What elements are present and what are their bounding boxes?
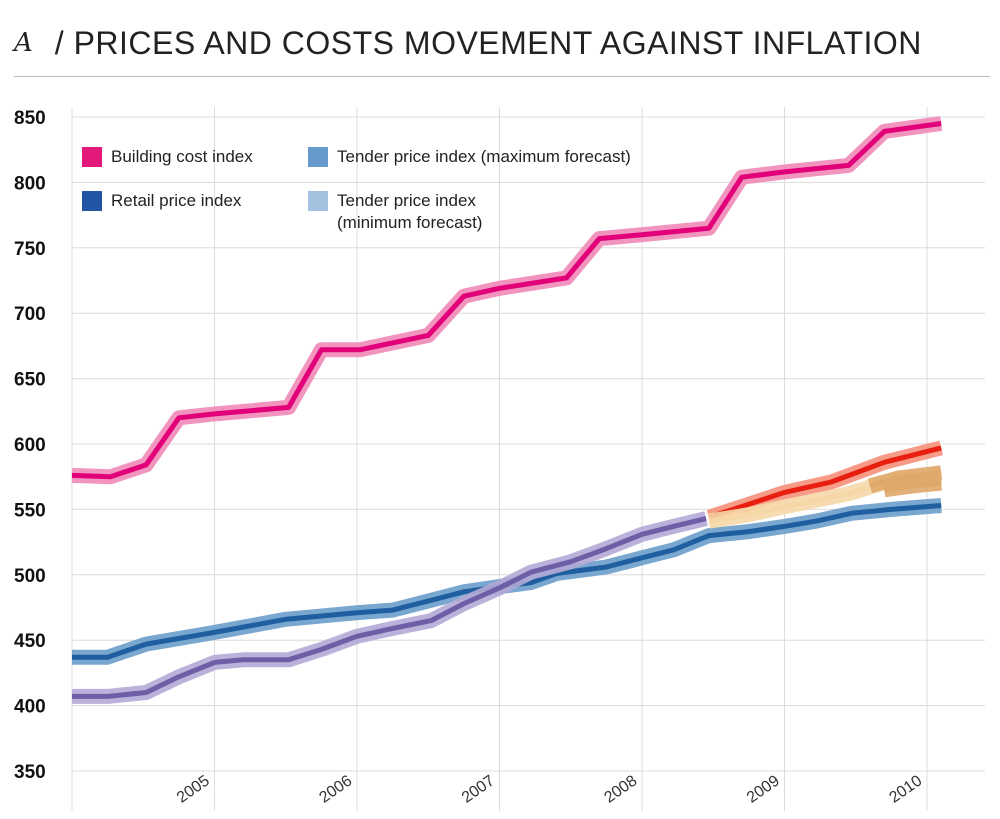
legend-label: Tender price index (maximum forecast) (337, 147, 631, 166)
series-line (72, 516, 707, 699)
y-tick-label: 700 (14, 304, 46, 325)
y-tick-label: 650 (14, 370, 46, 391)
series-0 (71, 116, 943, 485)
figure-letter: A (14, 28, 33, 58)
x-tick-label: 2007 (459, 772, 498, 806)
legend-item-tender-min: Tender price index (minimum forecast) (308, 190, 482, 234)
series-3 (706, 440, 944, 525)
legend-swatch (308, 191, 328, 211)
series-line (708, 445, 942, 520)
legend-swatch (82, 191, 102, 211)
series-6 (883, 475, 942, 498)
y-tick-label: 350 (14, 762, 46, 783)
y-tick-label: 850 (14, 108, 46, 129)
x-axis-ticks: 2005 2006 2007 2008 2009 2010 (174, 772, 925, 806)
legend-swatch (82, 147, 102, 167)
y-tick-label: 750 (14, 239, 46, 260)
series-line (883, 480, 942, 493)
y-tick-label: 400 (14, 697, 46, 718)
y-tick-label: 800 (14, 173, 46, 194)
legend-label: Retail price index (111, 191, 242, 210)
legend-label: Tender price index (minimum forecast) (337, 191, 483, 232)
y-tick-label: 450 (14, 631, 46, 652)
x-tick-label: 2009 (744, 772, 783, 806)
x-tick-label: 2010 (886, 772, 925, 806)
chart-title: / PRICES AND COSTS MOVEMENT AGAINST INFL… (54, 24, 922, 61)
grid (71, 107, 985, 811)
y-tick-label: 550 (14, 500, 46, 521)
title-divider (14, 76, 990, 77)
legend-item-retail-price: Retail price index (82, 190, 241, 212)
x-tick-label: 2005 (174, 772, 213, 806)
series-5 (867, 465, 943, 494)
x-tick-label: 2008 (601, 772, 640, 806)
x-tick-label: 2006 (316, 772, 355, 806)
series-line (71, 121, 942, 480)
series-halo (71, 116, 943, 485)
series-line (72, 503, 942, 660)
series-1 (72, 498, 942, 665)
legend-label: Building cost index (111, 147, 253, 166)
legend-item-building-cost: Building cost index (82, 146, 253, 168)
series-2 (72, 511, 708, 704)
series-line (869, 470, 942, 489)
chart-header: A / PRICES AND COSTS MOVEMENT AGAINST IN… (14, 18, 922, 68)
y-tick-label: 500 (14, 566, 46, 587)
legend-swatch (308, 147, 328, 167)
series-lines (71, 116, 944, 704)
y-tick-label: 600 (14, 435, 46, 456)
y-axis-ticks: 850 800 750 700 650 600 550 500 450 400 350 (14, 108, 46, 783)
legend-item-tender-max: Tender price index (maximum forecast) (308, 146, 631, 168)
